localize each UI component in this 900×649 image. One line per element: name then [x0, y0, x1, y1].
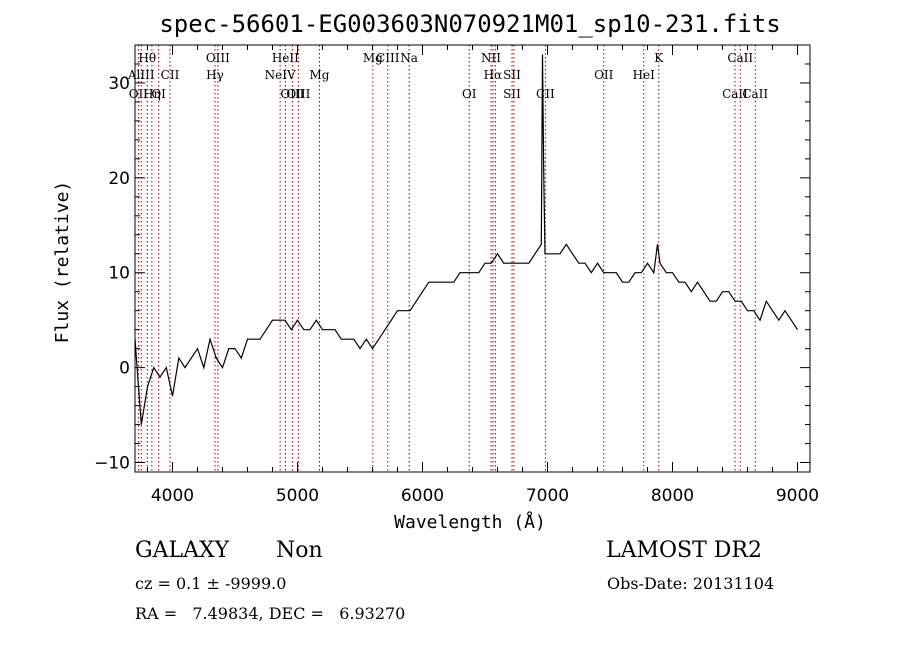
object-class: GALAXY — [135, 538, 230, 563]
survey-name: LAMOST DR2 — [606, 538, 762, 563]
line-label: SII — [503, 87, 521, 101]
obs-date: Obs-Date: 20131104 — [607, 574, 775, 593]
line-label: AlIII — [127, 68, 155, 82]
y-axis-label: Flux (relative) — [52, 181, 73, 344]
line-label: Hη — [143, 87, 161, 101]
line-label: OI — [151, 87, 166, 101]
chart-title: spec-56601-EG003603N070921M01_sp10-231.f… — [159, 10, 780, 38]
y-tick-label: 10 — [108, 264, 130, 284]
y-tick-label: 20 — [108, 169, 130, 189]
x-tick-label: 9000 — [776, 486, 819, 506]
line-label: CII — [536, 87, 555, 101]
x-tick-label: 7000 — [526, 486, 569, 506]
y-axis: −10 0 10 20 30 — [94, 63, 810, 474]
line-label: OIII — [206, 51, 230, 65]
line-label: Na — [400, 51, 418, 65]
x-tick-label: 5000 — [276, 486, 319, 506]
x-axis-label: Wavelength (Å) — [394, 511, 546, 533]
line-label: Hα — [484, 68, 503, 82]
x-tick-label: 4000 — [151, 486, 194, 506]
plot-frame — [134, 44, 811, 473]
line-label: CaII — [742, 87, 768, 101]
object-subclass: Non — [276, 538, 323, 563]
line-label: CaII — [727, 51, 753, 65]
line-label: CaII — [722, 87, 748, 101]
line-label: OIII — [286, 87, 310, 101]
line-label: NII — [481, 51, 501, 65]
series-line — [134, 54, 799, 425]
line-label: OII — [594, 68, 614, 82]
line-label: HeI — [633, 68, 656, 82]
line-label: K — [654, 51, 664, 65]
y-tick-label: 0 — [119, 359, 130, 379]
line-label: OI — [462, 87, 477, 101]
line-label: Mg — [310, 68, 330, 82]
line-label: CIII — [376, 51, 400, 65]
line-label: Hθ — [138, 51, 156, 65]
line-label: CII — [161, 68, 180, 82]
x-tick-label: 8000 — [651, 486, 694, 506]
y-tick-label: 30 — [108, 74, 130, 94]
line-label: HeII — [272, 51, 299, 65]
x-axis: 4000 5000 6000 7000 8000 9000 — [147, 45, 819, 506]
line-label: OII — [129, 87, 149, 101]
line-label: NeIV — [265, 68, 296, 82]
ra-dec: RA = 7.49834, DEC = 6.93270 — [135, 604, 406, 623]
line-label: SII — [503, 68, 521, 82]
line-label: Hγ — [206, 68, 224, 82]
x-tick-label: 6000 — [401, 486, 444, 506]
redshift-value: cz = 0.1 ± -9999.0 — [135, 574, 287, 593]
y-tick-label: −10 — [94, 454, 130, 474]
line-label: Mg — [363, 51, 383, 65]
